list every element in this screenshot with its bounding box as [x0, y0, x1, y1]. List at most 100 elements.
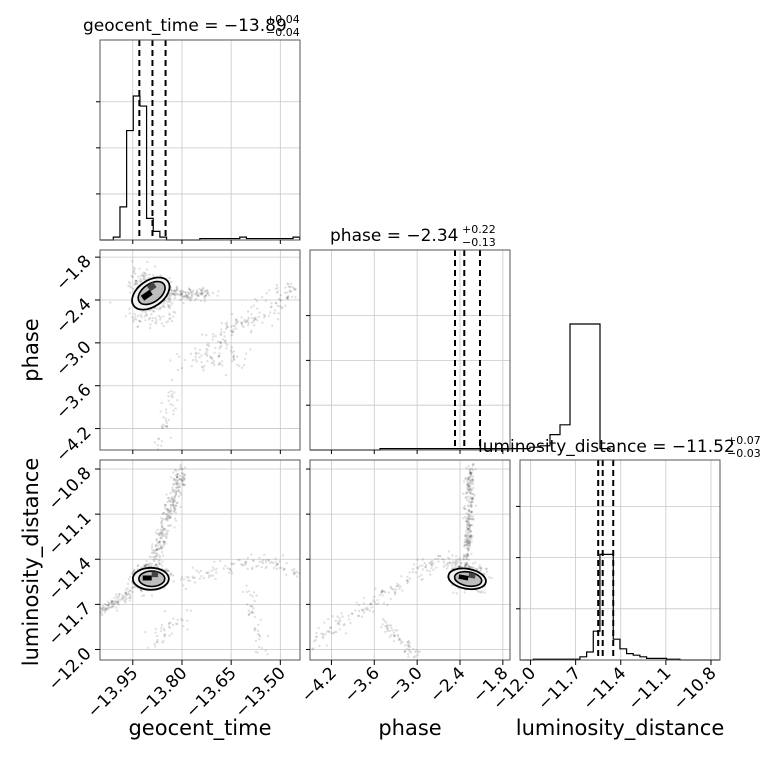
sample-point [473, 494, 476, 497]
sample-point [360, 615, 364, 618]
sample-point [208, 294, 211, 297]
sample-point [285, 297, 288, 300]
sample-point [155, 563, 158, 566]
sample-point [187, 287, 191, 290]
sample-point [176, 479, 179, 482]
sample-point [161, 426, 164, 430]
sample-point [469, 472, 473, 475]
sample-point [424, 565, 427, 569]
sample-point [253, 599, 256, 603]
sample-point [381, 589, 385, 593]
sample-point [170, 280, 173, 284]
sample-point [163, 534, 166, 538]
sample-point [166, 297, 170, 300]
sample-point [276, 562, 279, 566]
sample-point [469, 467, 472, 470]
sample-point [202, 369, 205, 372]
sample-point [181, 468, 185, 471]
sample-point [148, 555, 151, 558]
sample-point [131, 275, 134, 279]
sample-point [176, 473, 179, 477]
sample-point [293, 287, 296, 290]
sample-point [196, 294, 200, 298]
sample-point [176, 476, 179, 479]
sample-point [251, 321, 254, 324]
sample-point [254, 317, 257, 320]
sample-point [408, 571, 411, 574]
sample-point [264, 558, 268, 562]
sample-point [256, 629, 260, 633]
sample-point [162, 545, 165, 548]
sample-point [157, 437, 161, 440]
sample-point [253, 627, 256, 630]
sample-point [465, 555, 468, 558]
sample-point [200, 354, 203, 357]
sample-point [140, 274, 143, 278]
scatter-layer [99, 260, 493, 659]
sample-point [102, 604, 105, 608]
sample-point [421, 577, 424, 581]
sample-point [203, 352, 207, 356]
sample-point [167, 512, 170, 515]
sample-point [290, 285, 293, 288]
sample-point [114, 600, 118, 604]
sample-point [334, 619, 337, 622]
sample-point [204, 294, 207, 297]
sample-point [212, 335, 215, 338]
sample-point [321, 636, 324, 640]
sample-point [110, 605, 113, 608]
sample-point [153, 441, 157, 444]
sample-point [105, 604, 108, 607]
sample-point [121, 594, 124, 597]
sample-point [464, 477, 467, 481]
sample-point [261, 321, 264, 324]
sample-point [167, 395, 170, 398]
sample-point [287, 282, 290, 286]
sample-point [250, 605, 254, 608]
sample-point [278, 305, 282, 308]
sample-point [469, 524, 473, 527]
sample-point [385, 627, 389, 630]
sample-point [168, 306, 171, 310]
sample-point [467, 521, 471, 524]
sample-point [234, 322, 237, 326]
sample-point [162, 511, 165, 515]
sample-point [469, 471, 472, 474]
sample-point [194, 355, 197, 359]
sample-point [405, 579, 409, 582]
sample-point [386, 603, 389, 607]
panel-frame [99, 39, 301, 241]
sample-point [180, 291, 183, 294]
density-bin [151, 571, 159, 578]
sample-point [273, 309, 277, 312]
sample-point [169, 572, 173, 575]
sample-point [211, 566, 215, 569]
sample-point [392, 631, 396, 634]
sample-point [276, 286, 279, 290]
sample-point [129, 286, 133, 289]
sample-point [104, 608, 108, 611]
sample-point [469, 500, 472, 503]
sample-point [154, 631, 157, 634]
sample-point [466, 487, 470, 490]
sample-point [203, 364, 206, 368]
sample-point [183, 474, 186, 477]
sample-point [166, 529, 170, 533]
sample-point [159, 528, 162, 532]
sample-point [109, 301, 112, 304]
sample-point [468, 485, 471, 488]
sample-point [420, 578, 423, 582]
sample-point [124, 591, 127, 594]
sample-point [171, 396, 174, 399]
sample-point [162, 315, 165, 318]
sample-point [335, 630, 338, 634]
x-axis-label-geocent-time: geocent_time [128, 716, 271, 741]
sample-point [189, 288, 192, 292]
sample-point [186, 291, 190, 294]
sample-point [133, 313, 137, 316]
sample-point [161, 305, 164, 308]
sample-point [159, 517, 163, 520]
sample-point [110, 602, 114, 605]
sample-point [468, 479, 472, 482]
sample-point [408, 650, 411, 653]
